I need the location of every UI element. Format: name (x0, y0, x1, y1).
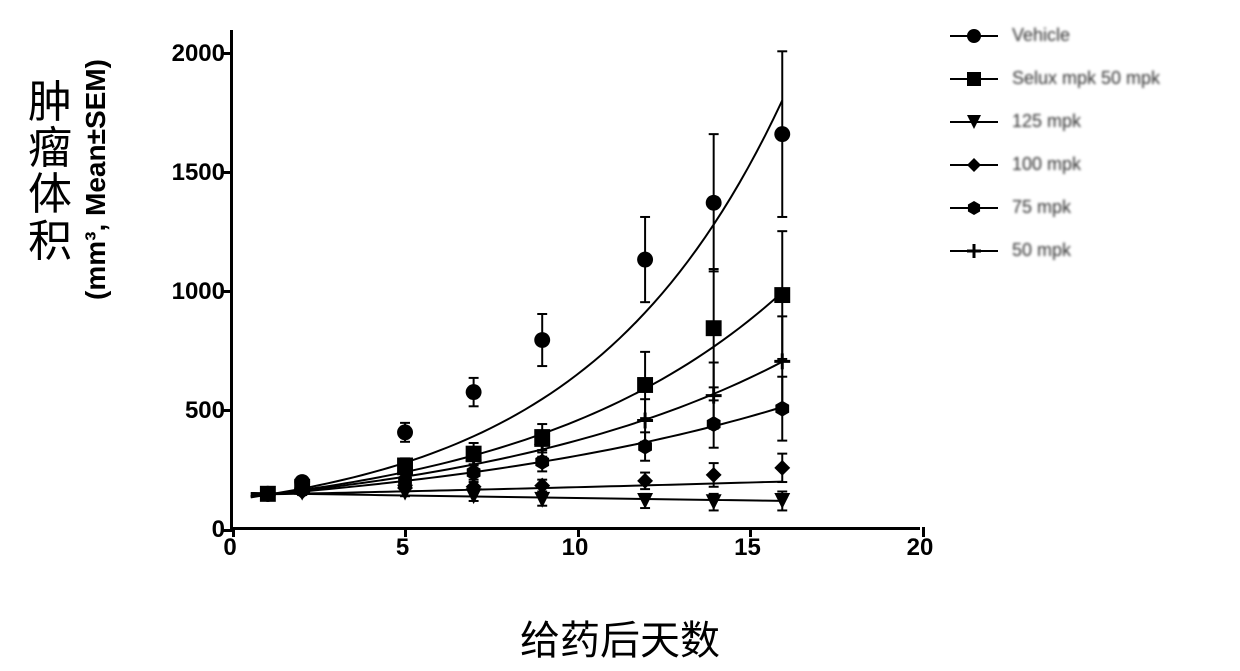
x-tick-label: 10 (562, 534, 589, 562)
legend-item: Selux mpk 50 mpk (950, 68, 1210, 89)
plot-area (230, 30, 920, 530)
y-tick-label: 2000 (170, 40, 225, 68)
y-tick-label: 0 (170, 516, 225, 544)
y-axis-title-cn: 肿 瘤 体 积 (20, 80, 80, 265)
legend-marker (950, 155, 998, 175)
y-tick-label: 500 (170, 397, 225, 425)
x-axis-title: 给药后天数 (0, 608, 1240, 666)
legend-marker (950, 26, 998, 46)
legend-marker (950, 198, 998, 218)
legend-label: Selux mpk 50 mpk (1012, 68, 1160, 89)
legend-item: 75 mpk (950, 197, 1210, 218)
plot-wrap: 0 500 1000 1500 2000 0 5 10 15 20 (170, 20, 940, 580)
legend: Vehicle Selux mpk 50 mpk 125 mpk 100 mpk 75 … (950, 25, 1210, 283)
x-tick-label: 5 (396, 534, 409, 562)
x-tick-label: 15 (734, 534, 761, 562)
legend-item: Vehicle (950, 25, 1210, 46)
y-tick-label: 1000 (170, 278, 225, 306)
x-tick-label: 20 (907, 534, 934, 562)
y-axis-title-char4: 积 (20, 219, 80, 265)
legend-item: 100 mpk (950, 154, 1210, 175)
y-tick-label: 1500 (170, 159, 225, 187)
legend-label: 125 mpk (1012, 111, 1081, 132)
page: 肿 瘤 体 积 (mm³, Mean±SEM) 给药后天数 0 500 1000 15… (0, 0, 1240, 671)
x-tick-label: 0 (223, 534, 236, 562)
y-axis-title-char1: 肿 (20, 80, 80, 126)
legend-label: 100 mpk (1012, 154, 1081, 175)
legend-label: Vehicle (1012, 25, 1070, 46)
legend-label: 75 mpk (1012, 197, 1071, 218)
legend-label: 50 mpk (1012, 240, 1071, 261)
legend-marker (950, 112, 998, 132)
y-axis-title-unit: (mm³, Mean±SEM) (80, 59, 112, 300)
legend-item: 125 mpk (950, 111, 1210, 132)
legend-marker (950, 241, 998, 261)
y-axis-title-char3: 体 (20, 172, 80, 218)
legend-marker (950, 69, 998, 89)
legend-item: 50 mpk (950, 240, 1210, 261)
chart-svg (233, 30, 920, 527)
y-axis-title-char2: 瘤 (20, 126, 80, 172)
